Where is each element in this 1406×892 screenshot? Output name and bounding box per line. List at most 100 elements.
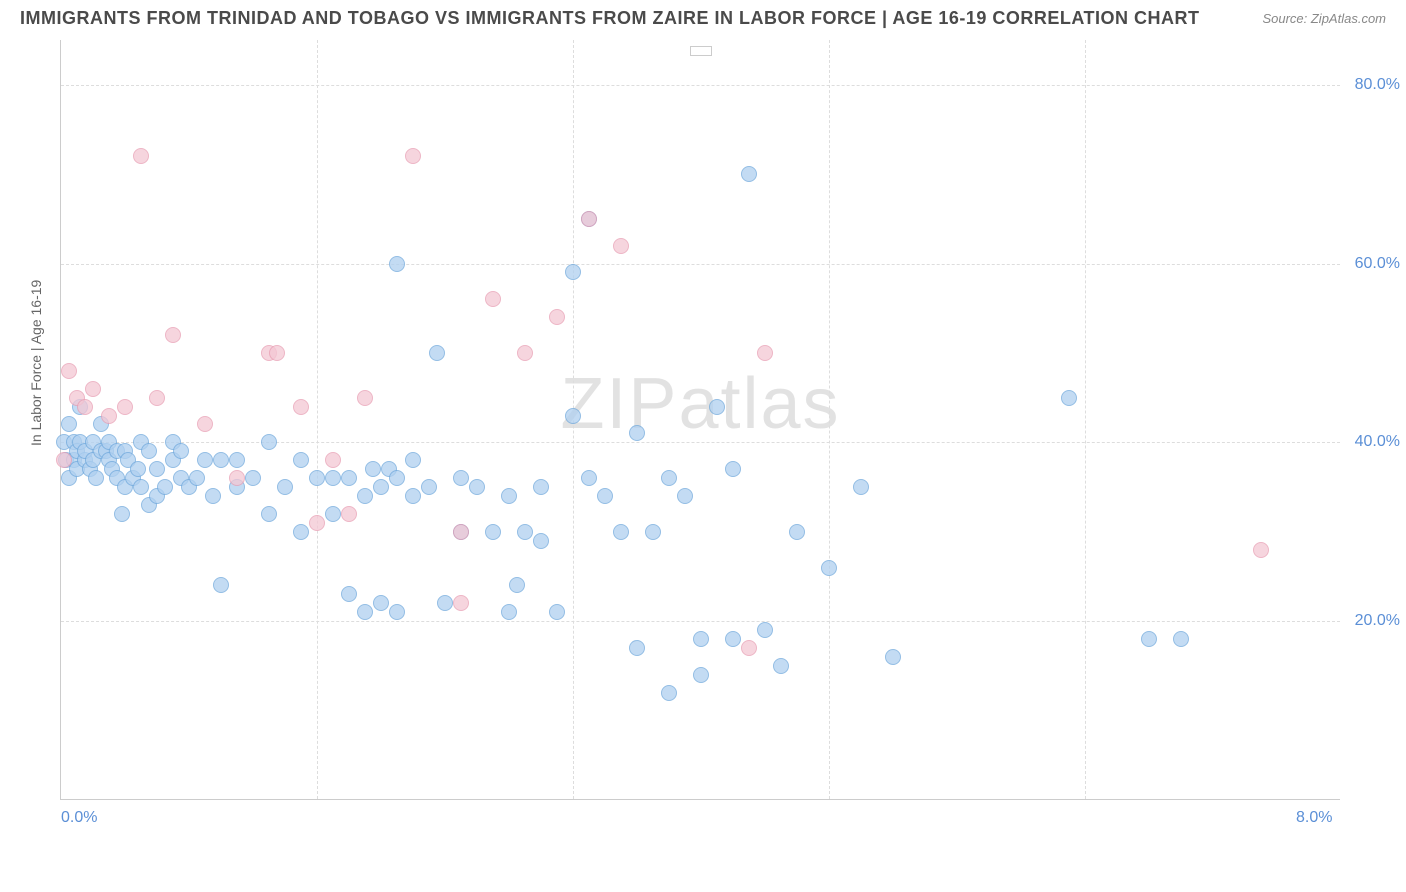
y-tick-label: 40.0% [1355, 433, 1400, 451]
data-point [453, 595, 469, 611]
data-point [661, 470, 677, 486]
y-tick-label: 80.0% [1355, 76, 1400, 94]
data-point [130, 461, 146, 477]
data-point [581, 470, 597, 486]
data-point [389, 256, 405, 272]
data-point [365, 461, 381, 477]
data-point [629, 425, 645, 441]
chart-title: IMMIGRANTS FROM TRINIDAD AND TOBAGO VS I… [20, 8, 1200, 29]
data-point [517, 345, 533, 361]
scatter-chart: ZIPatlas 20.0%40.0%60.0%80.0%0.0%8.0% [60, 40, 1340, 800]
gridline-h [61, 264, 1340, 265]
data-point [189, 470, 205, 486]
data-point [645, 524, 661, 540]
data-point [245, 470, 261, 486]
data-point [421, 479, 437, 495]
data-point [757, 345, 773, 361]
data-point [741, 166, 757, 182]
data-point [157, 479, 173, 495]
y-axis-label: In Labor Force | Age 16-19 [28, 280, 44, 446]
data-point [213, 452, 229, 468]
gridline-h [61, 442, 1340, 443]
data-point [117, 399, 133, 415]
data-point [357, 390, 373, 406]
data-point [269, 345, 285, 361]
data-point [213, 577, 229, 593]
data-point [1141, 631, 1157, 647]
x-tick-label: 0.0% [61, 809, 97, 827]
data-point [389, 470, 405, 486]
data-point [485, 291, 501, 307]
data-point [725, 461, 741, 477]
data-point [141, 443, 157, 459]
data-point [757, 622, 773, 638]
data-point [229, 452, 245, 468]
data-point [677, 488, 693, 504]
data-point [429, 345, 445, 361]
data-point [509, 577, 525, 593]
data-point [613, 238, 629, 254]
data-point [325, 470, 341, 486]
data-point [1061, 390, 1077, 406]
data-point [341, 506, 357, 522]
data-point [533, 533, 549, 549]
data-point [261, 434, 277, 450]
data-point [613, 524, 629, 540]
data-point [453, 470, 469, 486]
data-point [373, 595, 389, 611]
data-point [77, 399, 93, 415]
data-point [149, 390, 165, 406]
data-point [325, 452, 341, 468]
data-point [373, 479, 389, 495]
data-point [165, 327, 181, 343]
data-point [341, 586, 357, 602]
data-point [501, 488, 517, 504]
source-attribution: Source: ZipAtlas.com [1262, 11, 1386, 26]
data-point [549, 309, 565, 325]
data-point [405, 452, 421, 468]
data-point [88, 470, 104, 486]
data-point [517, 524, 533, 540]
x-tick-label: 8.0% [1296, 809, 1332, 827]
data-point [293, 524, 309, 540]
data-point [629, 640, 645, 656]
data-point [149, 461, 165, 477]
data-point [581, 211, 597, 227]
gridline-h [61, 85, 1340, 86]
data-point [61, 416, 77, 432]
data-point [101, 408, 117, 424]
data-point [56, 452, 72, 468]
data-point [469, 479, 485, 495]
data-point [133, 479, 149, 495]
data-point [133, 148, 149, 164]
data-point [341, 470, 357, 486]
data-point [277, 479, 293, 495]
data-point [597, 488, 613, 504]
data-point [693, 667, 709, 683]
data-point [325, 506, 341, 522]
data-point [357, 604, 373, 620]
data-point [405, 148, 421, 164]
data-point [261, 506, 277, 522]
data-point [1173, 631, 1189, 647]
correlation-legend [690, 46, 712, 56]
data-point [197, 452, 213, 468]
data-point [565, 408, 581, 424]
data-point [309, 515, 325, 531]
data-point [205, 488, 221, 504]
gridline-v [1085, 40, 1086, 799]
data-point [389, 604, 405, 620]
data-point [197, 416, 213, 432]
data-point [1253, 542, 1269, 558]
data-point [821, 560, 837, 576]
data-point [61, 363, 77, 379]
data-point [293, 452, 309, 468]
data-point [533, 479, 549, 495]
data-point [741, 640, 757, 656]
gridline-h [61, 621, 1340, 622]
data-point [453, 524, 469, 540]
data-point [357, 488, 373, 504]
data-point [693, 631, 709, 647]
data-point [309, 470, 325, 486]
data-point [661, 685, 677, 701]
